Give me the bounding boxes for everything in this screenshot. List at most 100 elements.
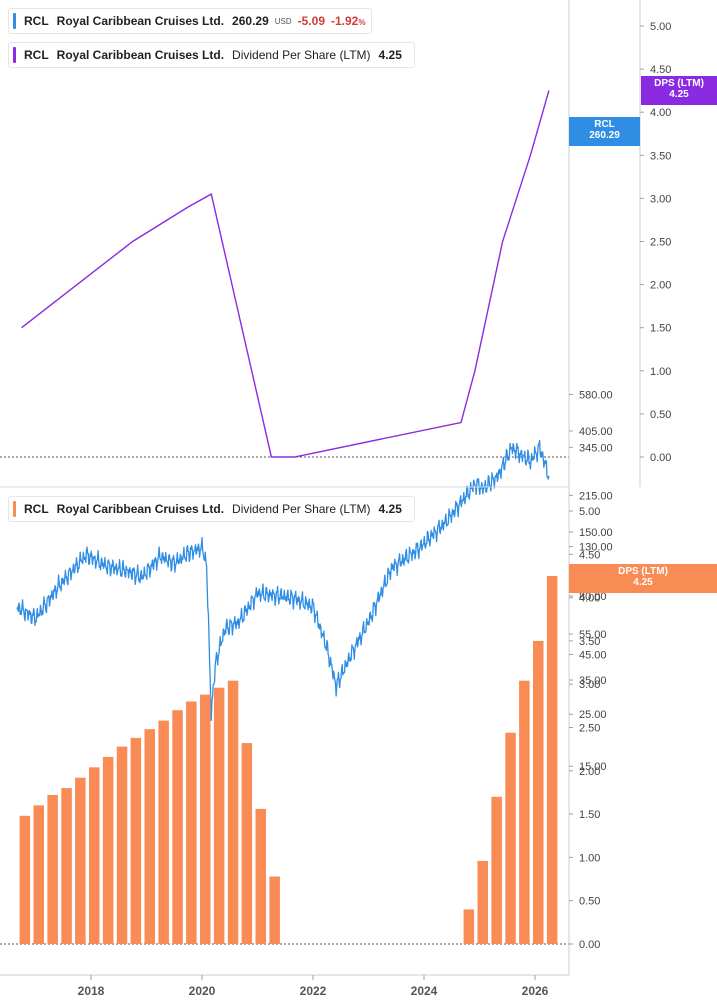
dps-tick-label: 1.50 xyxy=(650,323,671,335)
price-tick-label: 25.00 xyxy=(579,709,607,721)
dps-tick-label: 2.00 xyxy=(650,280,671,292)
dps-tick-label: 0.50 xyxy=(650,409,671,421)
dps-legend-bottom-symbol: RCL xyxy=(24,502,49,516)
time-tick-label: 2018 xyxy=(78,984,105,998)
dps-legend-top-name: Royal Caribbean Cruises Ltd. xyxy=(56,48,225,62)
dps-line-layer xyxy=(21,90,550,458)
price-axis-tag-label: RCL xyxy=(594,119,615,130)
dps-legend-bottom-name: Royal Caribbean Cruises Ltd. xyxy=(56,502,225,516)
dps-bar xyxy=(213,687,225,944)
bar-axis-tick-label: 3.50 xyxy=(579,636,600,648)
dps-legend-top-swatch xyxy=(13,47,16,63)
dps-bar xyxy=(519,680,530,944)
dps-legend-top-metric: Dividend Per Share (LTM) xyxy=(232,48,371,62)
bar-axis-tick-label: 3.00 xyxy=(579,679,600,691)
price-legend-change: -5.09 xyxy=(297,14,325,28)
dps-bar xyxy=(19,815,31,944)
dps-bar xyxy=(33,805,44,944)
dps-bar xyxy=(255,808,266,944)
dps-legend-bottom-metric: Dividend Per Share (LTM) xyxy=(232,502,371,516)
dps-legend-top[interactable]: RCL Royal Caribbean Cruises Ltd. Dividen… xyxy=(8,42,415,68)
bar-axis-tick-label: 5.00 xyxy=(579,506,600,518)
time-tick-label: 2026 xyxy=(522,984,549,998)
dps-bar xyxy=(130,737,142,944)
dps-tick-label: 3.50 xyxy=(650,150,671,162)
dps-legend-top-value: 4.25 xyxy=(378,48,402,62)
bar-axis-tick-label: 0.00 xyxy=(579,939,600,951)
price-tick-label: 405.00 xyxy=(579,426,613,438)
price-tick-label: 580.00 xyxy=(579,389,613,401)
dps-tick-label: 4.50 xyxy=(650,64,671,76)
dps-tick-label: 4.00 xyxy=(650,107,671,119)
price-legend[interactable]: RCL Royal Caribbean Cruises Ltd. 260.29 … xyxy=(8,8,373,34)
price-legend-change-pct-value: -1.92 xyxy=(331,14,359,28)
dps-bar xyxy=(463,909,475,944)
time-tick-label: 2024 xyxy=(411,984,438,998)
price-axis-tag: RCL 260.29 xyxy=(569,117,640,146)
dps-bar xyxy=(241,743,253,944)
price-tick-label: 15.00 xyxy=(579,761,607,773)
price-tick-label: 150.00 xyxy=(579,527,613,539)
dps-bar xyxy=(61,788,72,944)
price-tick-label: 35.00 xyxy=(579,675,607,687)
price-legend-currency: USD xyxy=(274,16,292,26)
price-tick-label: 55.00 xyxy=(579,629,607,641)
dps-bar xyxy=(505,732,516,944)
bar-axis-tick-label: 2.50 xyxy=(579,723,600,735)
price-legend-change-pct: -1.92% xyxy=(331,14,365,28)
dps-bar xyxy=(89,767,100,944)
dps-bar xyxy=(533,640,544,944)
price-legend-value: 260.29 xyxy=(232,14,269,28)
price-legend-pct-sign: % xyxy=(358,18,366,27)
dps-axis-tag-top: DPS (LTM) 4.25 xyxy=(641,76,717,105)
price-tick-label: 45.00 xyxy=(579,649,607,661)
dps-legend-bottom[interactable]: RCL Royal Caribbean Cruises Ltd. Dividen… xyxy=(8,496,415,522)
dps-bar xyxy=(227,680,239,944)
dps-bar xyxy=(546,576,558,944)
dps-tick-label: 0.00 xyxy=(650,452,671,464)
dps-bar xyxy=(144,729,155,944)
price-tick-label: 215.00 xyxy=(579,490,613,502)
price-axis-tag-value: 260.29 xyxy=(589,130,620,141)
dps-axis-tag-top-label: DPS (LTM) xyxy=(654,78,704,89)
axis-layer: 580.00405.00345.00215.00150.00130.00105.… xyxy=(0,0,671,998)
price-tick-label: 80.00 xyxy=(579,591,607,603)
price-series-line xyxy=(16,439,550,722)
bar-axis-tick-label: 1.50 xyxy=(579,809,600,821)
bar-axis-tick-label: 4.00 xyxy=(579,593,600,605)
price-legend-symbol: RCL xyxy=(24,14,49,28)
dps-axis-tag-top-value: 4.25 xyxy=(669,89,689,100)
dps-bar xyxy=(47,795,58,944)
dps-legend-bottom-swatch xyxy=(13,501,16,517)
time-tick-label: 2020 xyxy=(189,984,216,998)
dps-axis-tag-bottom-label: DPS (LTM) xyxy=(618,566,668,577)
bar-axis-tick-label: 2.00 xyxy=(579,766,600,778)
price-legend-name: Royal Caribbean Cruises Ltd. xyxy=(56,14,225,28)
dps-bar xyxy=(75,777,86,944)
dps-bar xyxy=(491,796,502,944)
dps-bars-layer xyxy=(19,576,558,944)
price-tick-label: 130.00 xyxy=(579,542,613,554)
dps-tick-label: 3.00 xyxy=(650,193,671,205)
dps-tick-label: 5.00 xyxy=(650,21,671,33)
dps-legend-top-symbol: RCL xyxy=(24,48,49,62)
dps-axis-tag-bottom-value: 4.25 xyxy=(633,577,653,588)
dps-legend-bottom-value: 4.25 xyxy=(378,502,402,516)
bar-axis-tick-label: 1.00 xyxy=(579,852,600,864)
bar-axis-tick-label: 0.50 xyxy=(579,896,600,908)
time-tick-label: 2022 xyxy=(300,984,327,998)
dps-bar xyxy=(477,860,488,944)
price-tick-label: 345.00 xyxy=(579,442,613,454)
bar-axis-tick-label: 4.50 xyxy=(579,549,600,561)
dps-bar xyxy=(158,720,169,944)
dps-tick-label: 2.50 xyxy=(650,237,671,249)
dps-bar xyxy=(186,701,197,944)
dps-bar xyxy=(269,876,280,944)
price-legend-swatch xyxy=(13,13,16,29)
dps-series-line xyxy=(21,90,550,458)
dps-axis-tag-bottom: DPS (LTM) 4.25 xyxy=(569,564,717,593)
price-line-layer xyxy=(16,439,550,722)
dps-bar xyxy=(116,746,128,944)
dps-bar xyxy=(102,756,114,944)
dps-bar xyxy=(172,710,183,944)
